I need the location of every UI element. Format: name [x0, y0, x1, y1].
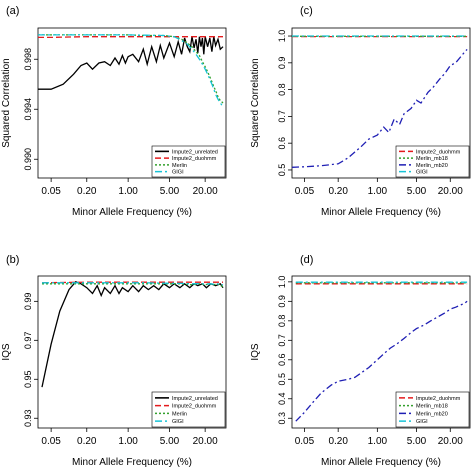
y-tick-label: 0.994 — [23, 98, 33, 121]
x-tick-label: 0.20 — [328, 436, 348, 447]
y-tick-label: 0.9 — [277, 295, 287, 308]
legend-entry: Merlin_mb20 — [416, 411, 448, 417]
legend: Impute2_unrelatedImpute2_duohmmMerlinGIG… — [151, 145, 226, 178]
legend-entry: Impute2_duohmm — [416, 149, 461, 155]
y-tick-label: 0.990 — [23, 148, 33, 171]
legend-entry: GIGI — [172, 170, 184, 176]
legend-entry: Impute2_duohmm — [416, 396, 461, 402]
legend-entry: GIGI — [416, 419, 428, 425]
legend-entry: Merlin_mb20 — [416, 163, 448, 169]
legend-box — [151, 145, 226, 178]
x-tick-label: 0.05 — [295, 436, 315, 447]
series-line-impute2-unrelated — [41, 281, 224, 388]
legend-entry: Merlin_mb18 — [416, 156, 448, 162]
legend-entry: Impute2_unrelated — [172, 149, 218, 155]
x-tick-label: 0.20 — [77, 436, 97, 447]
x-tick-label: 5.00 — [160, 436, 180, 447]
panel-tag: (c) — [300, 5, 313, 17]
y-axis-label: Squared Correlation — [1, 58, 12, 148]
series-line-impute2-unrelated — [38, 36, 224, 90]
plot-frame — [291, 275, 471, 429]
y-tick-label: 0.93 — [23, 409, 33, 427]
plot-frame — [37, 27, 227, 179]
y-tick-label: 0.8 — [277, 83, 287, 96]
y-axis-label: Squared Correlation — [250, 58, 261, 148]
y-axis-label: IQS — [250, 343, 261, 361]
plot-frame — [37, 275, 227, 429]
legend-entry: GIGI — [416, 170, 428, 176]
y-tick-label: 0.4 — [277, 393, 287, 406]
x-tick-label: 20.00 — [193, 186, 218, 197]
panel-d: (d) 0.05 0.20 1.00 5.00 20.00 0.3 0.4 0.5 0.6 0.7 0… — [250, 254, 471, 468]
series-line-merlin-mb20 — [295, 300, 468, 422]
panel-tag: (d) — [300, 254, 313, 266]
y-tick-label: 0.3 — [277, 412, 287, 425]
plot-frame — [291, 27, 471, 179]
y-tick-label: 0.6 — [277, 137, 287, 150]
x-tick-label: 20.00 — [193, 436, 218, 447]
series-line-gigi — [42, 282, 224, 286]
legend-entry: Merlin_mb18 — [416, 404, 448, 410]
y-tick-label: 1.0 — [277, 30, 287, 43]
x-axis-label: Minor Allele Frequency (%) — [72, 207, 192, 218]
x-tick-label: 5.00 — [407, 436, 427, 447]
y-tick-label: 0.5 — [277, 373, 287, 386]
y-tick-label: 0.95 — [23, 371, 33, 389]
legend-entry: Merlin — [172, 163, 187, 169]
y-tick-label: 1.0 — [277, 276, 287, 289]
y-tick-label: 0.6 — [277, 354, 287, 367]
panel-b: (b) 0.05 0.20 1.00 5.00 20.00 0.93 0.95 0.97 0.99… — [1, 254, 227, 468]
series-line-impute2-duohmm — [38, 36, 223, 39]
x-tick-label: 0.20 — [77, 186, 97, 197]
x-tick-label: 1.00 — [368, 436, 388, 447]
panel-tag: (b) — [6, 254, 19, 266]
y-tick-label: 0.7 — [277, 110, 287, 123]
legend-entry: Impute2_unrelated — [172, 396, 218, 402]
y-tick-label: 0.97 — [23, 332, 33, 350]
y-tick-label: 0.998 — [23, 48, 33, 71]
x-tick-label: 5.00 — [407, 186, 427, 197]
x-tick-label: 1.00 — [118, 186, 138, 197]
x-tick-label: 0.20 — [328, 186, 348, 197]
x-tick-label: 20.00 — [438, 436, 463, 447]
series-line-gigi — [38, 34, 224, 108]
panel-a: (a) 0.05 0.20 1.00 5.00 20.00 0.990 0.994 0.998 M… — [1, 5, 227, 218]
series-line-merlin-mb20 — [292, 48, 468, 168]
legend-entry: Impute2_duohmm — [172, 404, 217, 410]
x-tick-label: 0.05 — [41, 186, 61, 197]
panel-c: (c) 0.05 0.20 1.00 5.00 20.00 0.5 0.6 0.7 0.8 0.9 1… — [250, 5, 471, 218]
x-axis-label: Minor Allele Frequency (%) — [321, 207, 441, 218]
series-line-merlin — [38, 34, 224, 104]
y-tick-label: 0.9 — [277, 57, 287, 70]
y-axis-label: IQS — [1, 343, 12, 361]
x-tick-label: 1.00 — [118, 436, 138, 447]
legend-entry: Merlin — [172, 411, 187, 417]
x-tick-label: 5.00 — [160, 186, 180, 197]
x-axis-label: Minor Allele Frequency (%) — [72, 457, 192, 468]
legend-entry: Impute2_duohmm — [172, 156, 217, 162]
x-tick-label: 0.05 — [295, 186, 315, 197]
y-tick-label: 0.99 — [23, 293, 33, 311]
x-tick-label: 1.00 — [368, 186, 388, 197]
x-axis-label: Minor Allele Frequency (%) — [321, 457, 441, 468]
y-tick-label: 0.8 — [277, 315, 287, 328]
y-tick-label: 0.7 — [277, 334, 287, 347]
legend-entry: GIGI — [172, 419, 184, 425]
x-tick-label: 20.00 — [438, 186, 463, 197]
x-tick-label: 0.05 — [41, 436, 61, 447]
y-tick-label: 0.5 — [277, 164, 287, 177]
panel-tag: (a) — [6, 5, 19, 17]
